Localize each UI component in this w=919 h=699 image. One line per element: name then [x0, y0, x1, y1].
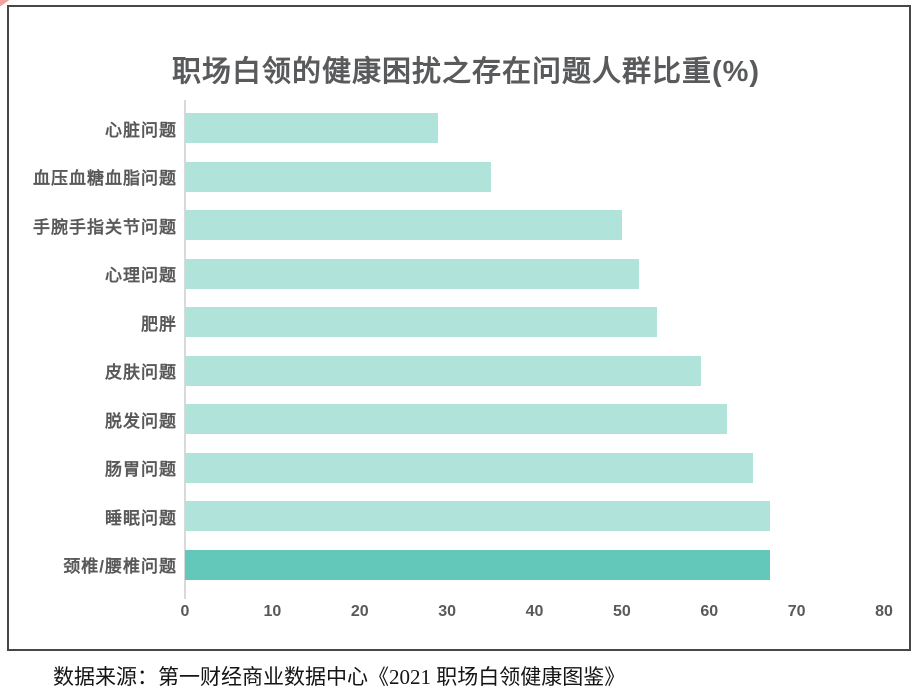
x-tick: 70	[787, 603, 806, 620]
bar-track	[185, 258, 884, 289]
bar	[185, 452, 753, 483]
bar	[185, 161, 491, 192]
bar-track	[185, 501, 884, 532]
bar-row: 心脏问题	[9, 104, 909, 153]
bar	[185, 258, 640, 289]
x-tick: 10	[263, 603, 282, 620]
data-source-note: 数据来源：第一财经商业数据中心《2021 职场白领健康图鉴》	[53, 665, 626, 689]
bar-row: 肠胃问题	[9, 444, 909, 493]
category-label: 脱发问题	[105, 411, 177, 431]
bar-track	[185, 161, 884, 192]
bar-row: 肥胖	[9, 298, 909, 347]
chart-title: 职场白领的健康困扰之存在问题人群比重(%)	[171, 56, 761, 88]
bar-track	[185, 113, 884, 144]
x-tick: 20	[350, 603, 369, 620]
category-label: 肥胖	[141, 314, 177, 334]
bar-row: 颈椎/腰椎问题	[9, 541, 909, 590]
bar-row: 睡眠问题	[9, 492, 909, 541]
x-axis: 0 10 20 30 40 50 60 70 80	[181, 603, 893, 625]
x-tick: 60	[700, 603, 719, 620]
category-label: 睡眠问题	[105, 508, 177, 528]
y-axis-line	[184, 100, 186, 599]
x-tick: 40	[525, 603, 544, 620]
bar	[185, 549, 771, 580]
bar-track	[185, 210, 884, 241]
bar	[185, 113, 439, 144]
category-label: 颈椎/腰椎问题	[63, 557, 177, 577]
category-label: 心理问题	[105, 266, 177, 286]
x-tick: 80	[875, 603, 893, 620]
bar-track	[185, 307, 884, 338]
category-label: 手腕手指关节问题	[33, 217, 177, 237]
bar-track	[185, 549, 884, 580]
bar-track	[185, 452, 884, 483]
category-label: 血压血糖血脂问题	[33, 169, 177, 189]
x-tick: 30	[438, 603, 457, 620]
category-label: 肠胃问题	[105, 460, 177, 480]
bar-row: 血压血糖血脂问题	[9, 153, 909, 202]
bar-track	[185, 355, 884, 386]
bar-row: 皮肤问题	[9, 347, 909, 396]
x-tick: 0	[180, 603, 190, 620]
bar	[185, 501, 771, 532]
chart-frame: 职场白领的健康困扰之存在问题人群比重(%) 心脏问题 血压血糖血脂问题 手腕手指…	[7, 5, 911, 651]
x-tick: 50	[612, 603, 631, 620]
bar	[185, 355, 701, 386]
bar-chart: 心脏问题 血压血糖血脂问题 手腕手指关节问题 心理问题 肥胖 皮肤问题	[9, 104, 909, 589]
category-label: 皮肤问题	[105, 363, 177, 383]
bar	[185, 210, 622, 241]
bar-row: 脱发问题	[9, 395, 909, 444]
bar-row: 手腕手指关节问题	[9, 201, 909, 250]
bar-track	[185, 404, 884, 435]
bar	[185, 404, 727, 435]
bar	[185, 307, 657, 338]
category-label: 心脏问题	[105, 120, 177, 140]
bar-row: 心理问题	[9, 250, 909, 299]
